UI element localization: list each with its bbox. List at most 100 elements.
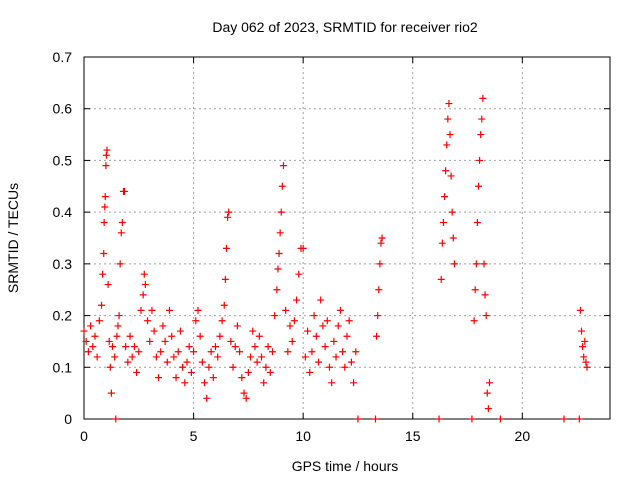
data-point bbox=[275, 250, 283, 258]
data-point bbox=[124, 358, 132, 366]
tick-labels: 0 5 10 15 20 0 0.1 0.2 0.3 0.4 0.5 0.6 0.7 bbox=[53, 49, 531, 444]
data-point bbox=[354, 415, 362, 423]
data-point bbox=[80, 327, 88, 335]
data-point bbox=[477, 131, 485, 139]
data-point bbox=[128, 353, 136, 361]
data-point bbox=[480, 260, 488, 268]
data-point bbox=[201, 379, 209, 387]
data-points bbox=[80, 94, 591, 423]
data-point bbox=[183, 358, 191, 366]
data-point bbox=[141, 281, 149, 289]
data-point bbox=[163, 358, 171, 366]
data-point bbox=[84, 348, 92, 356]
data-point bbox=[98, 301, 106, 309]
data-point bbox=[93, 353, 101, 361]
data-point bbox=[255, 332, 263, 340]
data-point bbox=[233, 322, 241, 330]
data-point bbox=[103, 146, 111, 154]
data-point bbox=[251, 343, 259, 351]
y-tick-label: 0 bbox=[64, 411, 72, 427]
data-point bbox=[106, 363, 114, 371]
data-point bbox=[203, 394, 211, 402]
data-point bbox=[101, 203, 109, 211]
data-point bbox=[101, 193, 109, 201]
data-point bbox=[437, 275, 445, 283]
data-point bbox=[227, 337, 235, 345]
data-point bbox=[221, 275, 229, 283]
data-point bbox=[377, 239, 385, 247]
data-point bbox=[107, 389, 115, 397]
data-point bbox=[205, 363, 213, 371]
data-point bbox=[82, 337, 90, 345]
data-point bbox=[121, 187, 129, 195]
data-point bbox=[485, 379, 493, 387]
data-point bbox=[146, 337, 154, 345]
data-point bbox=[150, 327, 158, 335]
data-point bbox=[174, 348, 182, 356]
data-point bbox=[114, 322, 122, 330]
data-point bbox=[288, 337, 296, 345]
grid bbox=[84, 57, 610, 419]
data-point bbox=[443, 141, 451, 149]
data-point bbox=[286, 322, 294, 330]
data-point bbox=[475, 182, 482, 190]
data-point bbox=[87, 322, 95, 330]
data-point bbox=[581, 337, 589, 345]
data-point bbox=[328, 379, 336, 387]
data-point bbox=[578, 327, 586, 335]
data-point bbox=[185, 343, 193, 351]
data-point bbox=[212, 343, 219, 351]
data-point bbox=[271, 312, 279, 320]
data-point bbox=[116, 260, 124, 268]
data-point bbox=[449, 234, 457, 242]
data-point bbox=[247, 353, 255, 361]
x-axis-label: GPS time / hours bbox=[292, 458, 399, 474]
data-point bbox=[276, 229, 284, 237]
data-point bbox=[108, 343, 116, 351]
data-point bbox=[268, 348, 276, 356]
data-point bbox=[122, 343, 130, 351]
data-point bbox=[102, 151, 110, 159]
data-point bbox=[446, 131, 454, 139]
data-point bbox=[273, 286, 281, 294]
data-point bbox=[345, 317, 353, 325]
data-point bbox=[102, 162, 110, 170]
data-point bbox=[481, 291, 489, 299]
y-tick-label: 0.1 bbox=[53, 359, 73, 375]
data-point bbox=[159, 322, 167, 330]
data-point bbox=[198, 358, 206, 366]
data-point bbox=[450, 260, 458, 268]
data-point bbox=[242, 394, 250, 402]
data-point bbox=[260, 379, 268, 387]
data-point bbox=[315, 358, 323, 366]
data-point bbox=[207, 348, 215, 356]
data-point bbox=[181, 379, 189, 387]
data-point bbox=[137, 306, 145, 314]
x-tick-label: 5 bbox=[190, 428, 198, 444]
data-point bbox=[376, 260, 384, 268]
data-point bbox=[135, 348, 143, 356]
data-point bbox=[196, 332, 204, 340]
data-point bbox=[341, 363, 349, 371]
y-axis-label: SRMTID / TECUs bbox=[5, 183, 21, 293]
x-tick-label: 15 bbox=[405, 428, 421, 444]
data-point bbox=[293, 296, 301, 304]
data-point bbox=[165, 306, 173, 314]
data-point bbox=[236, 348, 244, 356]
data-point bbox=[100, 250, 108, 258]
data-point bbox=[187, 368, 195, 376]
data-point bbox=[155, 374, 163, 382]
data-point bbox=[170, 353, 178, 361]
data-point bbox=[343, 332, 351, 340]
data-point bbox=[575, 415, 583, 423]
data-point bbox=[100, 218, 108, 226]
data-point bbox=[576, 306, 584, 314]
data-point bbox=[194, 306, 202, 314]
data-point bbox=[580, 353, 588, 361]
data-point bbox=[375, 286, 383, 294]
data-point bbox=[112, 415, 120, 423]
data-point bbox=[262, 363, 270, 371]
data-point bbox=[172, 374, 180, 382]
data-point bbox=[560, 415, 568, 423]
data-point bbox=[282, 306, 290, 314]
